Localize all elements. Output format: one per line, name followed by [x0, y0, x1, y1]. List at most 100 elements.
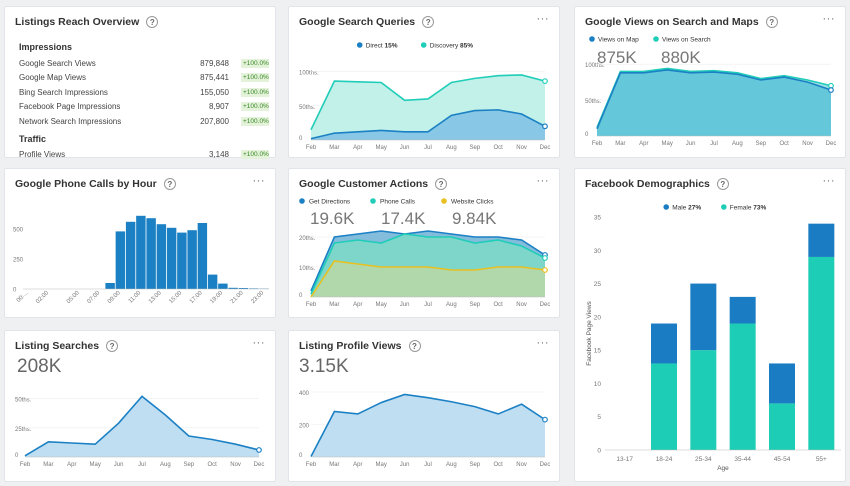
x-tick-label: Mar — [329, 462, 339, 468]
legend-label: Get Directions — [309, 199, 351, 206]
x-tick-label: Dec — [254, 462, 265, 468]
legend-name: Discovery — [430, 43, 459, 50]
series-area-views-on-map — [597, 69, 831, 136]
metric-value: 879,848 — [200, 58, 229, 68]
x-tick-label: 55+ — [816, 456, 827, 463]
section-heading: Impressions — [19, 42, 73, 52]
x-tick-label: Dec — [540, 462, 551, 468]
x-tick-label: Sep — [469, 462, 480, 468]
metric-row: Bing Search Impressions 155,050 +100.0% — [19, 85, 269, 100]
x-tick-label: Apr — [353, 302, 362, 308]
help-icon[interactable]: ? — [408, 340, 421, 352]
bar-male-25-34 — [690, 283, 717, 351]
series-area-listing-searches — [25, 396, 259, 457]
y-tick-label: 50ths. — [15, 398, 32, 404]
x-axis-label: Age — [717, 465, 729, 472]
bar-21:00 — [238, 288, 249, 289]
more-options-icon[interactable]: ··· — [536, 175, 549, 187]
x-tick-label: May — [90, 462, 101, 468]
help-icon[interactable]: ? — [765, 16, 778, 28]
section-heading: Traffic — [19, 133, 47, 144]
x-tick-label: Jul — [424, 462, 432, 468]
more-options-icon[interactable]: ··· — [536, 13, 549, 25]
views-search-maps-card: Google Views on Search and Maps ? ··· 10… — [574, 6, 846, 158]
x-tick-label: Mar — [329, 302, 339, 308]
help-icon[interactable]: ? — [146, 16, 159, 28]
x-tick-label: Nov — [516, 302, 527, 308]
x-tick-label: Jun — [400, 145, 410, 151]
end-marker — [542, 78, 548, 85]
x-tick-label: Feb — [20, 462, 31, 468]
metric-value: 3,148 — [208, 150, 229, 160]
card-header: Listings Reach Overview ? — [15, 13, 265, 31]
y-tick-label: 0 — [299, 136, 303, 142]
profile-views-card: Listing Profile Views ? ··· 400 200 0 Feb Ma… — [288, 330, 560, 482]
metric-value: 8,907 — [208, 102, 229, 112]
bar-14:00 — [166, 227, 177, 289]
end-marker — [542, 255, 548, 261]
y-tick-label: 0 — [299, 453, 303, 459]
bar-09:00 — [115, 231, 126, 289]
series-total: 880K — [661, 48, 701, 67]
legend-label: Male 27% — [672, 205, 701, 212]
x-tick-label: Sep — [183, 462, 194, 468]
x-tick-label: Jun — [686, 141, 696, 147]
card-header: Facebook Demographics ? ··· — [585, 175, 835, 193]
x-tick-label: May — [376, 462, 387, 468]
series-line-views-on-map — [596, 69, 832, 130]
x-tick-label: 11:00 — [128, 290, 143, 305]
y-tick-label: 20 — [594, 314, 602, 321]
help-icon[interactable]: ? — [163, 178, 176, 190]
legend-marker — [299, 198, 305, 204]
bar-13:00 — [156, 224, 167, 289]
legend-name: Male — [672, 205, 686, 212]
y-axis-label: Facebook Page Views — [586, 300, 593, 365]
y-tick-label: 20ths. — [299, 236, 316, 242]
x-tick-label: 13:00 — [148, 290, 163, 305]
phone-calls-card: Google Phone Calls by Hour ? ··· 500 250 0… — [4, 168, 276, 318]
card-header: Listing Searches ? ··· — [15, 337, 265, 355]
y-tick-label: 25 — [594, 281, 602, 288]
series-line-website-clicks — [310, 260, 546, 298]
more-options-icon[interactable]: ··· — [252, 175, 265, 187]
help-icon[interactable]: ? — [435, 178, 448, 190]
metric-label: Facebook Page Impressions — [19, 102, 121, 112]
y-tick-label: 30 — [594, 248, 602, 255]
bar-male-45-54 — [769, 363, 795, 404]
series-line-direct — [310, 109, 546, 140]
x-tick-label: Dec — [540, 302, 551, 308]
more-options-icon[interactable]: ··· — [822, 175, 835, 187]
card-title: Google Customer Actions — [299, 178, 429, 190]
x-tick-label: Feb — [306, 462, 317, 468]
x-tick-label: Jun — [400, 462, 410, 468]
legend-name: Female — [730, 205, 752, 212]
more-options-icon[interactable]: ··· — [822, 13, 835, 25]
card-title: Google Views on Search and Maps — [585, 16, 759, 28]
more-options-icon[interactable]: ··· — [252, 337, 265, 349]
metric-label: Google Search Views — [19, 58, 96, 68]
x-tick-label: Feb — [592, 141, 603, 147]
legend-label: Views on Map — [598, 37, 639, 44]
end-marker — [256, 447, 262, 453]
help-icon[interactable]: ? — [422, 16, 435, 28]
bar-male-35-44 — [729, 296, 756, 324]
x-tick-label: Jun — [400, 302, 410, 308]
series-total: 875K — [597, 48, 637, 67]
x-tick-label: Nov — [516, 462, 527, 468]
end-marker — [828, 87, 834, 93]
series-area-website-clicks — [311, 261, 545, 297]
x-tick-label: Oct — [208, 462, 218, 468]
total-value: 3.15K — [299, 356, 349, 377]
total-value: 208K — [17, 356, 62, 377]
more-options-icon[interactable]: ··· — [536, 337, 549, 349]
y-tick-label: 10 — [594, 381, 602, 388]
series-line-listing-searches — [24, 395, 260, 457]
y-tick-label: 0 — [585, 132, 589, 138]
legend-marker — [370, 198, 376, 204]
help-icon[interactable]: ? — [716, 178, 729, 190]
help-icon[interactable]: ? — [106, 340, 119, 352]
series-area-direct — [311, 109, 545, 140]
bar-female-25-34 — [690, 350, 717, 450]
